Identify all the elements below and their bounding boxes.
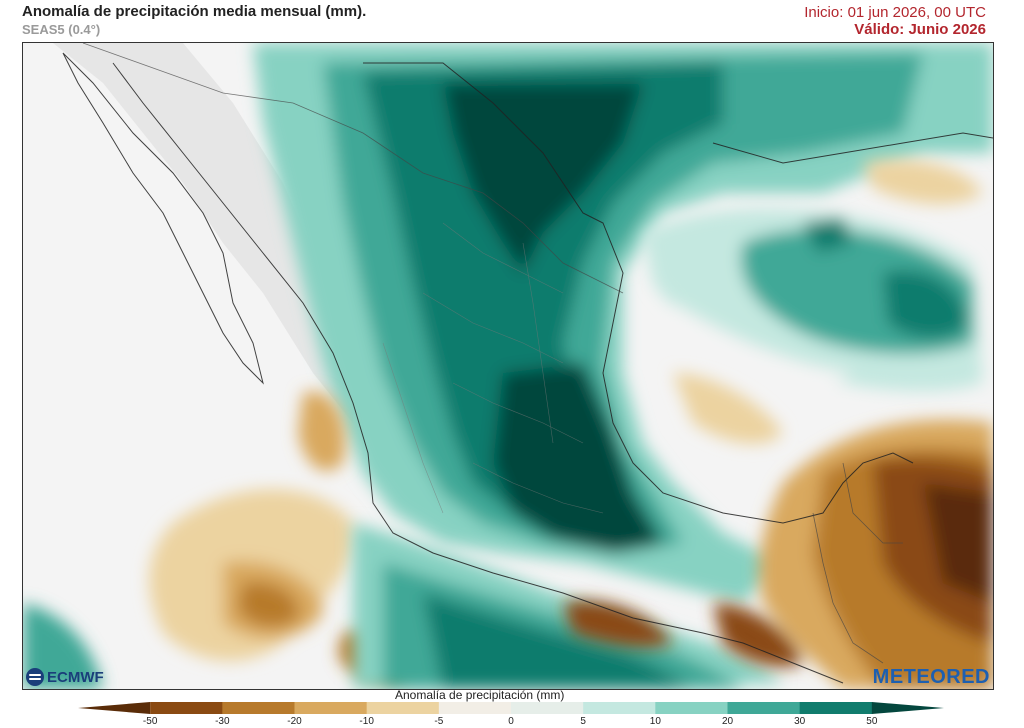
meteored-logo: METEORED xyxy=(872,666,990,688)
colorbar-segment xyxy=(150,702,223,714)
colorbar-tick-label: 5 xyxy=(580,716,586,727)
map-title: Anomalía de precipitación media mensual … xyxy=(22,3,367,20)
central-america-dry-anomaly xyxy=(563,159,993,689)
valid-date: Válido: Junio 2026 xyxy=(854,21,986,38)
colorbar-segment xyxy=(799,702,873,714)
ecmwf-logo-text: ECMWF xyxy=(47,668,104,686)
colorbar-segment xyxy=(871,702,944,714)
start-date: Inicio: 01 jun 2026, 00 UTC xyxy=(804,4,986,21)
legend-title: Anomalía de precipitación (mm) xyxy=(395,688,565,702)
pacific-wet-anomaly xyxy=(23,523,783,689)
colorbar-tick-label: 0 xyxy=(508,716,514,727)
colorbar-tick-label: 30 xyxy=(794,716,806,727)
colorbar-tick-label: 20 xyxy=(721,716,734,727)
colorbar-ticks: -50 -30 -20 -10 -5 0 5 10 20 30 50 xyxy=(0,716,1024,728)
country-borders xyxy=(82,43,903,664)
colorbar-segment xyxy=(511,702,584,714)
colorbar-segment xyxy=(583,702,656,714)
colorbar-tick-label: 50 xyxy=(866,716,878,727)
colorbar-tick-label: -30 xyxy=(215,716,230,727)
colorbar-tick-label: -50 xyxy=(142,716,158,727)
colorbar-segment xyxy=(438,702,512,714)
ecmwf-mark-icon xyxy=(26,668,44,686)
colorbar-tick-label: 10 xyxy=(649,716,661,727)
colorbar xyxy=(78,702,944,714)
wet-anomaly-field xyxy=(253,43,993,603)
state-borders xyxy=(382,222,604,514)
colorbar-segment xyxy=(294,702,368,714)
colorbar-segment xyxy=(655,702,728,714)
anomaly-map xyxy=(23,43,993,689)
coastlines xyxy=(62,52,993,684)
colorbar-tick-label: -20 xyxy=(287,716,302,727)
gulf-anomaly-ring xyxy=(643,209,983,392)
model-label: SEAS5 (0.4°) xyxy=(22,22,101,37)
colorbar-segment xyxy=(366,702,440,714)
colorbar-segment xyxy=(222,702,295,714)
colorbar-segment xyxy=(78,702,151,714)
ecmwf-logo: ECMWF xyxy=(24,667,108,687)
map-panel[interactable] xyxy=(22,42,994,690)
colorbar-segment xyxy=(727,702,801,714)
colorbar-tick-label: -5 xyxy=(434,716,444,727)
colorbar-tick-label: -10 xyxy=(359,716,374,727)
